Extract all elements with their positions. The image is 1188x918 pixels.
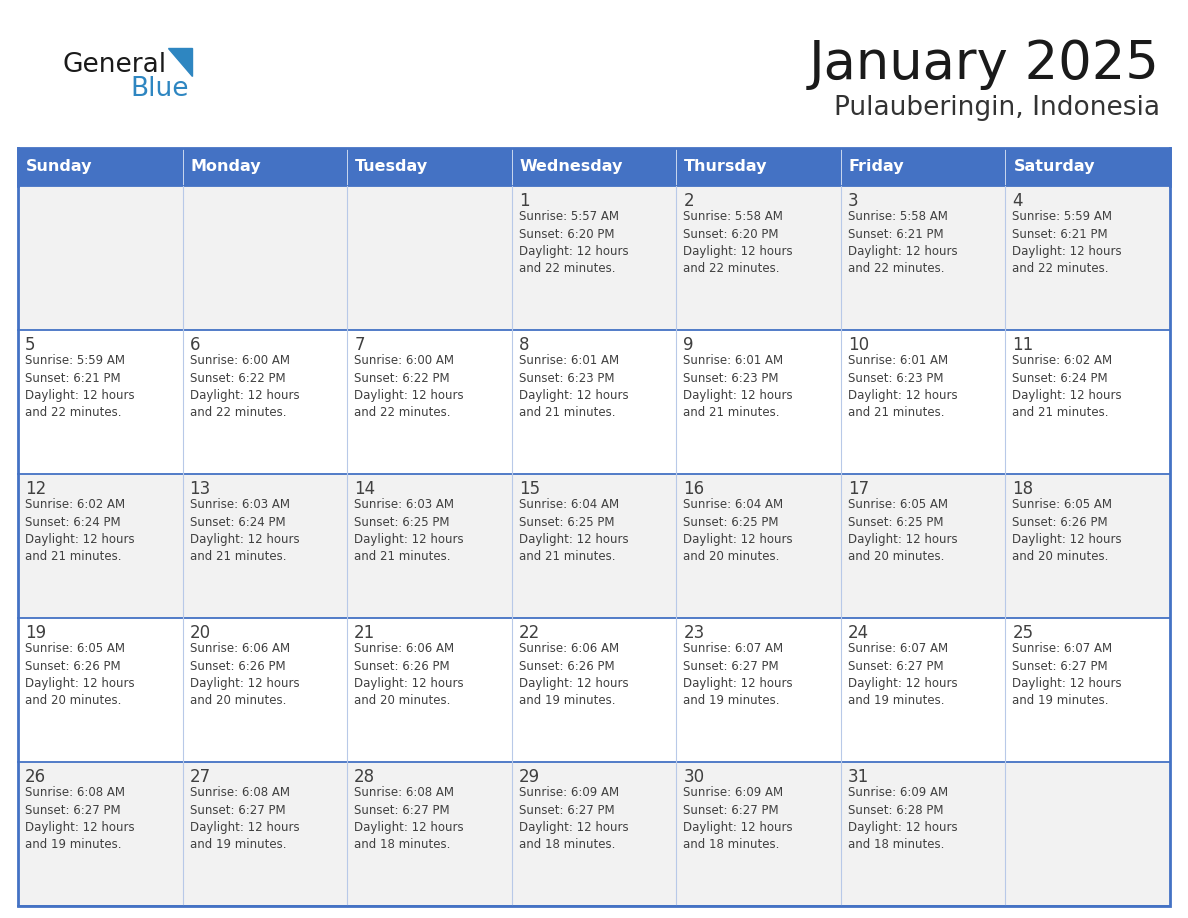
Text: Sunrise: 6:02 AM
Sunset: 6:24 PM
Daylight: 12 hours
and 21 minutes.: Sunrise: 6:02 AM Sunset: 6:24 PM Dayligh… — [1012, 354, 1121, 420]
Bar — [841, 148, 1005, 186]
Text: Sunrise: 6:05 AM
Sunset: 6:26 PM
Daylight: 12 hours
and 20 minutes.: Sunrise: 6:05 AM Sunset: 6:26 PM Dayligh… — [1012, 498, 1121, 564]
Text: Sunrise: 6:07 AM
Sunset: 6:27 PM
Daylight: 12 hours
and 19 minutes.: Sunrise: 6:07 AM Sunset: 6:27 PM Dayligh… — [848, 642, 958, 708]
Text: 11: 11 — [1012, 336, 1034, 354]
Text: Sunday: Sunday — [26, 160, 93, 174]
Text: 7: 7 — [354, 336, 365, 354]
Text: Sunrise: 6:03 AM
Sunset: 6:25 PM
Daylight: 12 hours
and 21 minutes.: Sunrise: 6:03 AM Sunset: 6:25 PM Dayligh… — [354, 498, 463, 564]
Text: 13: 13 — [190, 480, 210, 498]
Text: Thursday: Thursday — [684, 160, 767, 174]
Text: Sunrise: 6:07 AM
Sunset: 6:27 PM
Daylight: 12 hours
and 19 minutes.: Sunrise: 6:07 AM Sunset: 6:27 PM Dayligh… — [1012, 642, 1121, 708]
Bar — [18, 762, 1170, 906]
Text: Sunrise: 6:08 AM
Sunset: 6:27 PM
Daylight: 12 hours
and 19 minutes.: Sunrise: 6:08 AM Sunset: 6:27 PM Dayligh… — [25, 786, 134, 852]
Text: Blue: Blue — [129, 76, 189, 102]
Text: Sunrise: 5:59 AM
Sunset: 6:21 PM
Daylight: 12 hours
and 22 minutes.: Sunrise: 5:59 AM Sunset: 6:21 PM Dayligh… — [25, 354, 134, 420]
Text: 3: 3 — [848, 192, 859, 210]
Text: Sunrise: 6:07 AM
Sunset: 6:27 PM
Daylight: 12 hours
and 19 minutes.: Sunrise: 6:07 AM Sunset: 6:27 PM Dayligh… — [683, 642, 792, 708]
Text: Sunrise: 6:02 AM
Sunset: 6:24 PM
Daylight: 12 hours
and 21 minutes.: Sunrise: 6:02 AM Sunset: 6:24 PM Dayligh… — [25, 498, 134, 564]
Text: 2: 2 — [683, 192, 694, 210]
Text: 16: 16 — [683, 480, 704, 498]
Text: 24: 24 — [848, 624, 868, 642]
Polygon shape — [168, 48, 192, 76]
Text: 27: 27 — [190, 768, 210, 786]
Text: Sunrise: 6:06 AM
Sunset: 6:26 PM
Daylight: 12 hours
and 19 minutes.: Sunrise: 6:06 AM Sunset: 6:26 PM Dayligh… — [519, 642, 628, 708]
Text: Pulauberingin, Indonesia: Pulauberingin, Indonesia — [834, 95, 1159, 121]
Text: Sunrise: 5:58 AM
Sunset: 6:21 PM
Daylight: 12 hours
and 22 minutes.: Sunrise: 5:58 AM Sunset: 6:21 PM Dayligh… — [848, 210, 958, 275]
Text: 19: 19 — [25, 624, 46, 642]
Text: Sunrise: 6:01 AM
Sunset: 6:23 PM
Daylight: 12 hours
and 21 minutes.: Sunrise: 6:01 AM Sunset: 6:23 PM Dayligh… — [848, 354, 958, 420]
Text: Sunrise: 6:09 AM
Sunset: 6:27 PM
Daylight: 12 hours
and 18 minutes.: Sunrise: 6:09 AM Sunset: 6:27 PM Dayligh… — [683, 786, 792, 852]
Bar — [18, 148, 1170, 906]
Text: 30: 30 — [683, 768, 704, 786]
Bar — [347, 148, 512, 186]
Bar — [18, 474, 1170, 618]
Bar — [18, 618, 1170, 762]
Bar — [512, 148, 676, 186]
Text: Wednesday: Wednesday — [519, 160, 623, 174]
Text: 21: 21 — [354, 624, 375, 642]
Text: 6: 6 — [190, 336, 200, 354]
Text: 17: 17 — [848, 480, 868, 498]
Text: 20: 20 — [190, 624, 210, 642]
Text: Sunrise: 6:01 AM
Sunset: 6:23 PM
Daylight: 12 hours
and 21 minutes.: Sunrise: 6:01 AM Sunset: 6:23 PM Dayligh… — [683, 354, 792, 420]
Bar — [676, 148, 841, 186]
Bar — [18, 148, 183, 186]
Text: 29: 29 — [519, 768, 539, 786]
Text: Sunrise: 6:03 AM
Sunset: 6:24 PM
Daylight: 12 hours
and 21 minutes.: Sunrise: 6:03 AM Sunset: 6:24 PM Dayligh… — [190, 498, 299, 564]
Text: 5: 5 — [25, 336, 36, 354]
Text: Saturday: Saturday — [1013, 160, 1095, 174]
Text: 18: 18 — [1012, 480, 1034, 498]
Text: 26: 26 — [25, 768, 46, 786]
Text: Sunrise: 6:05 AM
Sunset: 6:25 PM
Daylight: 12 hours
and 20 minutes.: Sunrise: 6:05 AM Sunset: 6:25 PM Dayligh… — [848, 498, 958, 564]
Text: 15: 15 — [519, 480, 539, 498]
Bar — [183, 148, 347, 186]
Text: 12: 12 — [25, 480, 46, 498]
Text: Sunrise: 5:59 AM
Sunset: 6:21 PM
Daylight: 12 hours
and 22 minutes.: Sunrise: 5:59 AM Sunset: 6:21 PM Dayligh… — [1012, 210, 1121, 275]
Text: 25: 25 — [1012, 624, 1034, 642]
Text: Sunrise: 6:04 AM
Sunset: 6:25 PM
Daylight: 12 hours
and 21 minutes.: Sunrise: 6:04 AM Sunset: 6:25 PM Dayligh… — [519, 498, 628, 564]
Text: Sunrise: 5:58 AM
Sunset: 6:20 PM
Daylight: 12 hours
and 22 minutes.: Sunrise: 5:58 AM Sunset: 6:20 PM Dayligh… — [683, 210, 792, 275]
Text: Monday: Monday — [190, 160, 261, 174]
Text: Sunrise: 6:09 AM
Sunset: 6:27 PM
Daylight: 12 hours
and 18 minutes.: Sunrise: 6:09 AM Sunset: 6:27 PM Dayligh… — [519, 786, 628, 852]
Text: Sunrise: 6:06 AM
Sunset: 6:26 PM
Daylight: 12 hours
and 20 minutes.: Sunrise: 6:06 AM Sunset: 6:26 PM Dayligh… — [190, 642, 299, 708]
Text: Sunrise: 6:00 AM
Sunset: 6:22 PM
Daylight: 12 hours
and 22 minutes.: Sunrise: 6:00 AM Sunset: 6:22 PM Dayligh… — [354, 354, 463, 420]
Text: 14: 14 — [354, 480, 375, 498]
Text: 8: 8 — [519, 336, 529, 354]
Text: January 2025: January 2025 — [809, 38, 1159, 90]
Text: 9: 9 — [683, 336, 694, 354]
Bar — [18, 330, 1170, 474]
Text: 22: 22 — [519, 624, 541, 642]
Text: 23: 23 — [683, 624, 704, 642]
Text: Tuesday: Tuesday — [355, 160, 428, 174]
Text: Sunrise: 6:00 AM
Sunset: 6:22 PM
Daylight: 12 hours
and 22 minutes.: Sunrise: 6:00 AM Sunset: 6:22 PM Dayligh… — [190, 354, 299, 420]
Bar — [1005, 148, 1170, 186]
Text: 10: 10 — [848, 336, 868, 354]
Text: 31: 31 — [848, 768, 870, 786]
Text: Sunrise: 6:06 AM
Sunset: 6:26 PM
Daylight: 12 hours
and 20 minutes.: Sunrise: 6:06 AM Sunset: 6:26 PM Dayligh… — [354, 642, 463, 708]
Text: Sunrise: 6:01 AM
Sunset: 6:23 PM
Daylight: 12 hours
and 21 minutes.: Sunrise: 6:01 AM Sunset: 6:23 PM Dayligh… — [519, 354, 628, 420]
Text: Sunrise: 5:57 AM
Sunset: 6:20 PM
Daylight: 12 hours
and 22 minutes.: Sunrise: 5:57 AM Sunset: 6:20 PM Dayligh… — [519, 210, 628, 275]
Text: 1: 1 — [519, 192, 530, 210]
Text: General: General — [62, 52, 166, 78]
Text: 4: 4 — [1012, 192, 1023, 210]
Text: 28: 28 — [354, 768, 375, 786]
Text: Sunrise: 6:04 AM
Sunset: 6:25 PM
Daylight: 12 hours
and 20 minutes.: Sunrise: 6:04 AM Sunset: 6:25 PM Dayligh… — [683, 498, 792, 564]
Text: Sunrise: 6:09 AM
Sunset: 6:28 PM
Daylight: 12 hours
and 18 minutes.: Sunrise: 6:09 AM Sunset: 6:28 PM Dayligh… — [848, 786, 958, 852]
Text: Friday: Friday — [849, 160, 904, 174]
Bar — [18, 186, 1170, 330]
Text: Sunrise: 6:08 AM
Sunset: 6:27 PM
Daylight: 12 hours
and 19 minutes.: Sunrise: 6:08 AM Sunset: 6:27 PM Dayligh… — [190, 786, 299, 852]
Text: Sunrise: 6:05 AM
Sunset: 6:26 PM
Daylight: 12 hours
and 20 minutes.: Sunrise: 6:05 AM Sunset: 6:26 PM Dayligh… — [25, 642, 134, 708]
Text: Sunrise: 6:08 AM
Sunset: 6:27 PM
Daylight: 12 hours
and 18 minutes.: Sunrise: 6:08 AM Sunset: 6:27 PM Dayligh… — [354, 786, 463, 852]
